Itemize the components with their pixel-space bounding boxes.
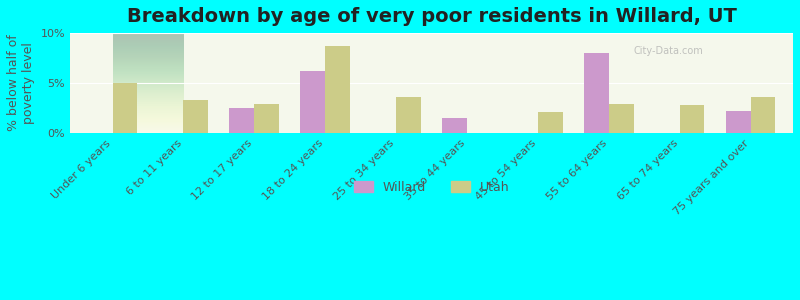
Bar xyxy=(680,105,705,133)
Bar xyxy=(609,104,634,133)
Text: City-Data.com: City-Data.com xyxy=(634,46,704,56)
Bar xyxy=(396,97,421,133)
Bar xyxy=(254,104,279,133)
Legend: Willard, Utah: Willard, Utah xyxy=(349,176,514,199)
Bar xyxy=(183,100,208,133)
Y-axis label: % below half of
poverty level: % below half of poverty level xyxy=(7,34,35,131)
Bar xyxy=(325,46,350,133)
Bar xyxy=(726,111,750,133)
Bar xyxy=(113,83,138,133)
Bar xyxy=(584,53,609,133)
Bar xyxy=(230,108,254,133)
Title: Breakdown by age of very poor residents in Willard, UT: Breakdown by age of very poor residents … xyxy=(126,7,737,26)
Bar xyxy=(300,71,325,133)
Bar xyxy=(442,118,467,133)
Bar xyxy=(750,97,775,133)
Bar xyxy=(538,112,562,133)
